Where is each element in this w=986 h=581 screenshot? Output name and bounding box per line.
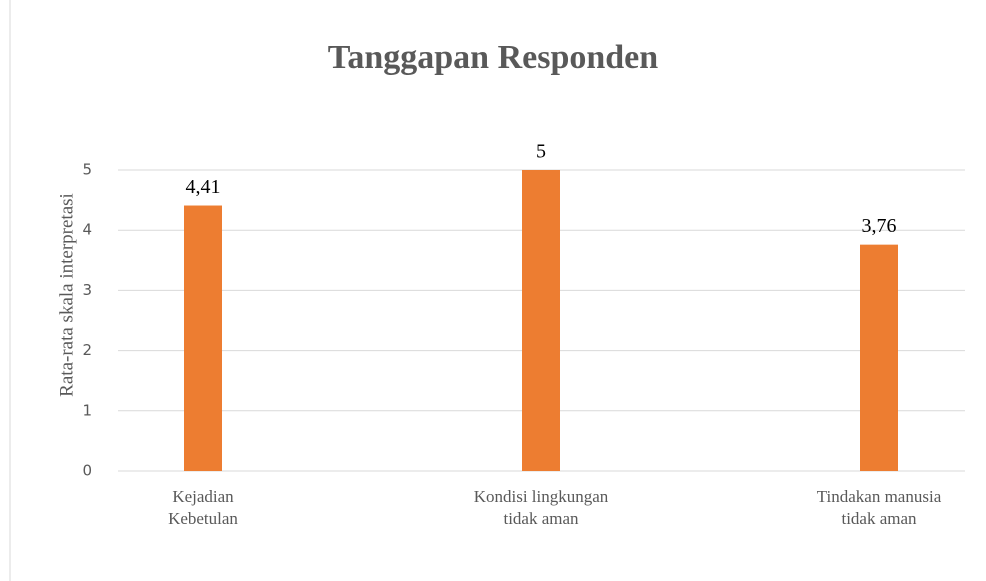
chart-title: Tanggapan Responden bbox=[328, 39, 658, 76]
y-tick-label: 5 bbox=[82, 161, 92, 179]
bar bbox=[860, 244, 898, 471]
y-tick-label: 1 bbox=[82, 401, 92, 419]
bar bbox=[522, 170, 560, 471]
y-tick-label: 4 bbox=[82, 221, 92, 239]
y-tick-label: 3 bbox=[82, 281, 92, 299]
y-axis-title: Rata-rata skala interpretasi bbox=[56, 193, 77, 397]
bar bbox=[184, 205, 222, 471]
y-tick-label: 0 bbox=[82, 462, 92, 480]
y-tick-label: 2 bbox=[82, 341, 92, 359]
x-tick-label: Kejadian Kebetulan bbox=[168, 487, 238, 528]
x-tick-label: Tindakan manusia tidak aman bbox=[816, 487, 942, 528]
data-label: 4,41 bbox=[186, 176, 221, 198]
x-tick-label: Kondisi lingkungan tidak aman bbox=[473, 487, 609, 528]
data-label: 5 bbox=[536, 141, 546, 163]
data-label: 3,76 bbox=[862, 215, 897, 237]
